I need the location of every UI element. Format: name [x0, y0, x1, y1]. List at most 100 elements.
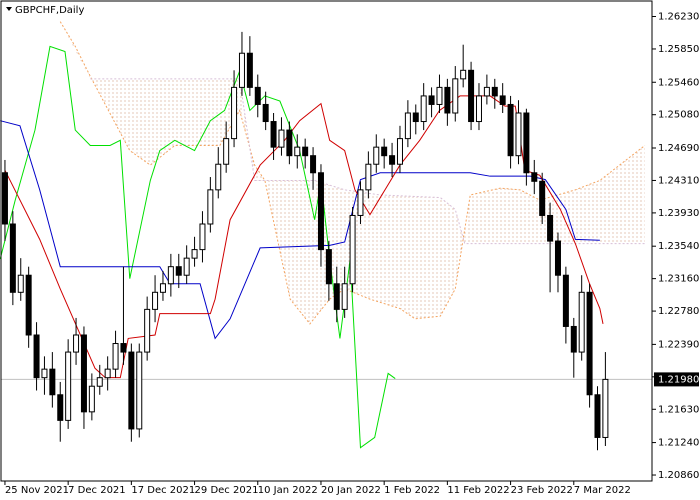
candle-body [428, 95, 435, 105]
candle-body [262, 103, 269, 123]
candle-body [475, 95, 482, 123]
y-tick-label: 1.21240 [658, 438, 699, 449]
candle-body [483, 86, 490, 97]
candle-body [175, 266, 182, 276]
y-tick-label: 1.25080 [658, 110, 699, 121]
candle-body [112, 343, 119, 370]
x-tick-label: 25 Nov 2021 [5, 485, 69, 496]
y-tick-label: 1.25460 [658, 77, 699, 88]
candle-body [57, 394, 64, 421]
indicator-line [0, 45, 396, 449]
candle-body [507, 103, 514, 157]
candle-body [215, 163, 222, 191]
x-tick-label: 11 Feb 2022 [447, 485, 509, 496]
candle-body [294, 146, 301, 157]
candle-body [191, 249, 198, 259]
x-tick-label: 1 Feb 2022 [384, 485, 440, 496]
candle-body [420, 95, 427, 123]
candle-body [444, 86, 451, 114]
candle-body [65, 351, 72, 421]
candle-body [152, 291, 159, 310]
candle-body [144, 308, 151, 353]
y-tick-label: 1.22390 [658, 339, 699, 350]
candle-body [357, 189, 364, 216]
x-tick-label: 10 Jan 2022 [258, 485, 318, 496]
candle-body [33, 334, 40, 379]
y-tick-label: 1.26230 [658, 12, 699, 23]
candle-body [349, 214, 356, 285]
candle-body [325, 249, 332, 285]
candle-body [231, 86, 238, 140]
candle-body [223, 138, 230, 165]
plot-frame [0, 0, 653, 482]
y-tick-label: 1.24310 [658, 175, 699, 186]
x-tick-label: 23 Feb 2022 [511, 485, 573, 496]
ichimoku-cloud [60, 21, 645, 324]
candle-body [96, 377, 103, 387]
candle-body [531, 172, 538, 182]
candle-body [570, 325, 577, 353]
candle-body [167, 266, 174, 285]
candle-body [286, 129, 293, 157]
candle-body [578, 291, 585, 353]
candle-body [436, 86, 443, 105]
candle-body [491, 86, 498, 97]
candle-body [468, 69, 475, 123]
x-tick-label: 7 Dec 2021 [68, 485, 126, 496]
candle-body [333, 283, 340, 310]
candle-body [246, 52, 253, 88]
y-tick-label: 1.24690 [658, 143, 699, 154]
candle-body [389, 155, 396, 165]
candle-body [412, 112, 419, 123]
x-tick-label: 7 Mar 2022 [574, 485, 631, 496]
y-tick-label: 1.22780 [658, 306, 699, 317]
candle-body [128, 351, 135, 430]
candle-body [104, 368, 111, 379]
candle-body [25, 274, 32, 336]
candle-body [381, 146, 388, 157]
candle-body [460, 69, 467, 80]
candle-body [278, 129, 285, 148]
candle-body [310, 155, 317, 174]
candle-body [136, 351, 143, 430]
candle-body [238, 52, 245, 88]
candle-body [207, 189, 214, 225]
candle-body [1, 172, 8, 225]
candle-body [183, 257, 190, 276]
candle-body [539, 180, 546, 216]
candle-body [254, 86, 261, 105]
candle-body [373, 146, 380, 165]
candle-body [586, 291, 593, 396]
y-tick-label: 1.23540 [658, 241, 699, 252]
candle-body [594, 394, 601, 438]
current-price-box [654, 372, 699, 387]
x-tick-label: 29 Dec 2021 [195, 485, 259, 496]
candle-body [120, 343, 127, 353]
candle-body [317, 172, 324, 251]
candle-body [523, 112, 530, 174]
candle-body [365, 163, 372, 191]
candle-body [396, 138, 403, 165]
candle-body [554, 240, 561, 276]
y-tick-label: 1.23930 [658, 208, 699, 219]
indicator-line [0, 120, 600, 340]
candle-body [499, 95, 506, 105]
candle-body [515, 112, 522, 157]
candle-body [302, 146, 309, 157]
candle-body [9, 223, 16, 293]
y-tick-label: 1.21630 [658, 404, 699, 415]
candle-body [562, 274, 569, 327]
current-price-label: 1.21980 [658, 374, 699, 385]
indicator-line [59, 21, 646, 325]
symbol-triangle [6, 7, 12, 11]
candle-body [547, 214, 554, 242]
y-tick-label: 1.23160 [658, 274, 699, 285]
candle-body [80, 334, 87, 413]
candle-body [17, 274, 24, 293]
candle-body [73, 334, 80, 353]
candle-body [452, 78, 459, 114]
x-tick-label: 20 Jan 2022 [321, 485, 381, 496]
candle-body [270, 121, 277, 148]
candle-body [49, 368, 56, 396]
